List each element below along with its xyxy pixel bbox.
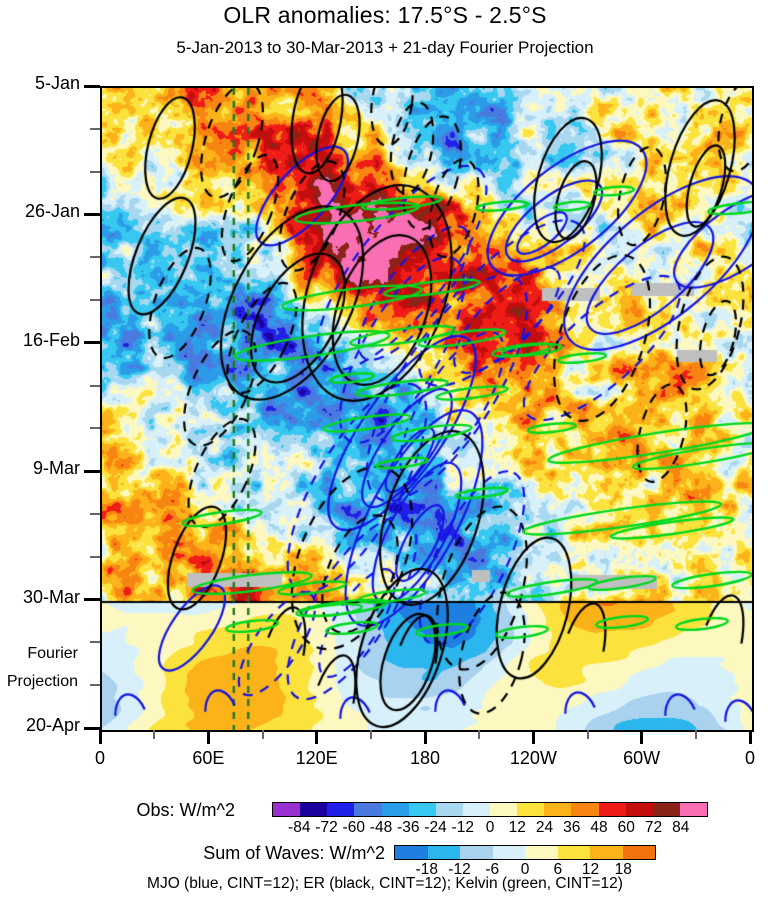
x-minor-tick [261,730,264,739]
x-minor-tick [369,730,372,739]
x-major-tick [423,730,427,744]
colorbar-waves-swatch [395,846,428,859]
colorbar-waves-tick: 18 [614,861,632,878]
colorbar-obs-tick: 72 [644,819,663,836]
y-axis-label-2: 16-Feb [22,329,80,350]
colorbar-obs-swatch [408,803,436,816]
x-axis-label-1: 60E [192,748,225,768]
y-minor-tick [90,170,100,173]
x-minor-tick [694,730,697,739]
y-axis-label-5: 20-Apr [25,715,80,735]
colorbar-waves-label: Sum of Waves: W/m^2 [203,843,385,863]
colorbar-obs-swatch [327,803,355,816]
y-minor-tick [90,384,100,387]
colorbar-obs-label: Obs: W/m^2 [136,800,235,820]
colorbar-obs-tick: 48 [590,819,608,836]
y-axis-label-0: 5-Jan [34,73,80,93]
colorbar-obs-swatch [354,803,382,816]
y-major-tick [84,341,100,345]
colorbar-obs-tick: 60 [617,819,635,836]
y-minor-tick [90,684,100,687]
x-minor-tick [153,730,156,739]
chart-subtitle: 5-Jan-2013 to 30-Mar-2013 + 21-day Fouri… [176,38,594,57]
x-axis-label-2: 120E [295,748,338,768]
y-axis-label-1: 26-Jan [24,201,80,222]
colorbar-waves-swatch [492,846,525,859]
colorbar-obs-tick: -72 [315,819,338,836]
colorbar-waves-tick: 0 [520,861,530,878]
colorbar-obs-swatch [598,803,626,816]
olr-anomaly-field [102,88,752,730]
x-axis-label-6: 0 [744,748,755,768]
colorbar-obs-swatch [381,803,409,816]
colorbar-obs-tick: -84 [288,819,311,836]
fourier-projection-line-1: Fourier [27,645,78,662]
x-minor-tick [478,730,481,739]
page-title: OLR anomalies: 17.5°S - 2.5°S [223,2,547,28]
colorbar-waves-tick: -18 [415,861,438,878]
colorbar-obs-tick: -48 [369,819,393,836]
colorbar-waves-swatch [427,846,460,859]
colorbar-obs-tick: -24 [424,819,447,836]
x-axis-label-5: 60W [623,748,661,768]
colorbar-obs-swatch [544,803,572,816]
y-minor-tick [90,127,100,130]
colorbar-obs-tick: 24 [535,819,554,836]
colorbar-waves-swatch [622,846,655,859]
colorbar-obs-tick: -36 [397,819,420,836]
colorbar-obs-tick: 84 [672,819,690,836]
colorbar-obs-swatch [571,803,599,816]
y-minor-tick [90,513,100,515]
colorbar-obs-tick: 36 [563,819,581,836]
y-minor-tick [90,256,100,259]
x-minor-tick [586,730,589,739]
contour-legend-caption: MJO (blue, CINT=12); ER (black, CINT=12)… [147,875,623,892]
colorbar-obs-swatch [652,803,680,816]
colorbar-obs-swatch [462,803,490,816]
y-minor-tick [90,555,100,558]
colorbar-obs-swatch [625,803,653,816]
y-axis-label-3: 9-Mar [32,458,80,479]
x-major-tick [206,730,210,744]
y-major-tick [84,469,100,473]
x-major-tick [531,730,535,744]
colorbar-waves-tick: -6 [485,861,500,878]
colorbar-obs-swatch [679,803,707,816]
x-major-tick [640,730,644,744]
colorbar-obs-swatch [273,803,301,816]
x-major-tick [98,730,102,744]
x-axis-label-0: 0 [94,748,105,768]
colorbar-obs-swatch [517,803,545,816]
y-minor-tick [90,299,100,301]
colorbar-waves-swatch [525,846,558,859]
colorbar-obs-swatch [300,803,328,816]
hovmoller-plot-area [100,86,754,732]
colorbar-waves-swatch [460,846,493,859]
x-major-tick [315,730,319,744]
y-major-tick [84,726,100,730]
fourier-projection-line-2: Projection [6,673,78,690]
y-minor-tick [90,427,100,430]
colorbar-waves-tick: -12 [448,861,471,878]
y-major-tick [84,598,100,602]
x-major-tick [748,730,752,744]
y-axis-label-4: 30-Mar [22,586,80,607]
colorbar-obs-tick: -60 [342,819,365,836]
y-major-tick [84,84,100,88]
colorbar-waves-tick: 12 [581,861,600,878]
colorbar-obs-tick: 12 [508,819,526,836]
colorbar-obs-swatch [490,803,518,816]
colorbar-waves-swatch [590,846,623,859]
colorbar-obs-tick: -12 [451,819,474,836]
colorbar-obs-tick: 0 [485,819,495,836]
y-minor-tick [90,641,100,644]
x-axis-label-4: 120W [509,748,557,768]
y-major-tick [84,212,100,216]
colorbar-obs-swatch [435,803,463,816]
colorbar-waves-tick: 6 [553,861,563,878]
colorbar-waves-swatch [557,846,590,859]
x-axis-label-3: 180 [409,748,441,768]
